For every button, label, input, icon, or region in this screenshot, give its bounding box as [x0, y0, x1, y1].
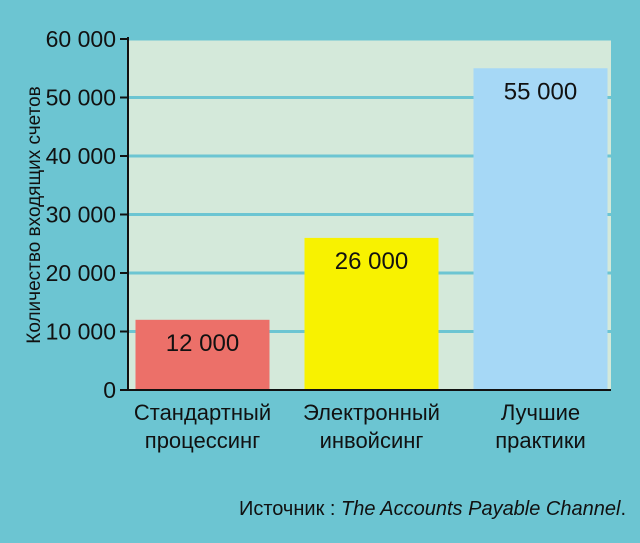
y-axis-title: Количество входящих счетов [24, 86, 45, 344]
bar [304, 237, 439, 390]
y-tick-label: 20 000 [46, 260, 116, 286]
y-tick-label: 50 000 [46, 85, 116, 111]
x-tick-label: Электронный [303, 400, 440, 425]
bar-value-label: 12 000 [166, 330, 239, 357]
bar-value-label: 26 000 [335, 248, 408, 275]
x-tick-label: практики [495, 428, 586, 453]
source-title: The Accounts Payable Channel [341, 498, 621, 520]
x-tick-label: процессинг [145, 428, 260, 453]
bar-value-label: 55 000 [504, 78, 577, 105]
y-tick-label: 0 [103, 377, 116, 403]
source-prefix: Источник : [238, 498, 341, 520]
y-tick-label: 10 000 [46, 319, 116, 345]
x-tick-label: инвойсинг [320, 428, 424, 453]
x-tick-label: Стандартный [134, 400, 271, 425]
source-suffix: . [620, 498, 626, 520]
source-note: Источник : The Accounts Payable Channel. [239, 498, 626, 521]
bar [135, 319, 270, 390]
bar [473, 68, 608, 390]
y-tick-label: 60 000 [46, 26, 116, 52]
x-tick-label: Лучшие [501, 400, 580, 425]
y-tick-label: 30 000 [46, 202, 116, 228]
y-tick-label: 40 000 [46, 143, 116, 169]
